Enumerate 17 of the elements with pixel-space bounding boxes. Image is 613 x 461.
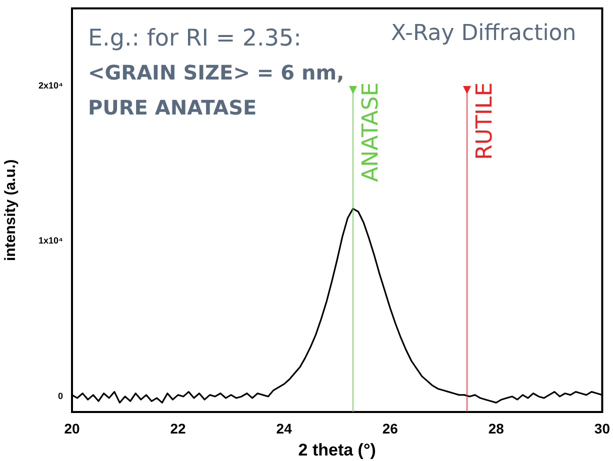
y-tick-label: 2x10⁴	[38, 80, 63, 90]
x-tick-label: 24	[276, 420, 292, 436]
ref-line-label: RUTILE	[472, 82, 498, 160]
annotation: <GRAIN SIZE> = 6 nm,	[88, 60, 344, 85]
x-tick-label: 26	[382, 420, 398, 436]
text: X-Ray Diffraction	[391, 21, 576, 46]
annotation: E.g.: for RI = 2.35:	[88, 25, 302, 52]
y-tick-label: 1x10⁴	[38, 236, 63, 246]
x-tick-label: 28	[488, 420, 504, 436]
x-tick-label: 30	[594, 420, 610, 436]
x-tick-label: 22	[170, 420, 186, 436]
annotation: PURE ANATASE	[88, 96, 257, 120]
x-axis-title: 2 theta (°)	[298, 440, 376, 460]
y-axis-title: intensity (a.u.)	[2, 159, 20, 262]
x-tick-label: 20	[64, 420, 80, 436]
ref-line-label: ANATASE	[358, 82, 384, 182]
y-tick-label: 0	[58, 390, 63, 401]
